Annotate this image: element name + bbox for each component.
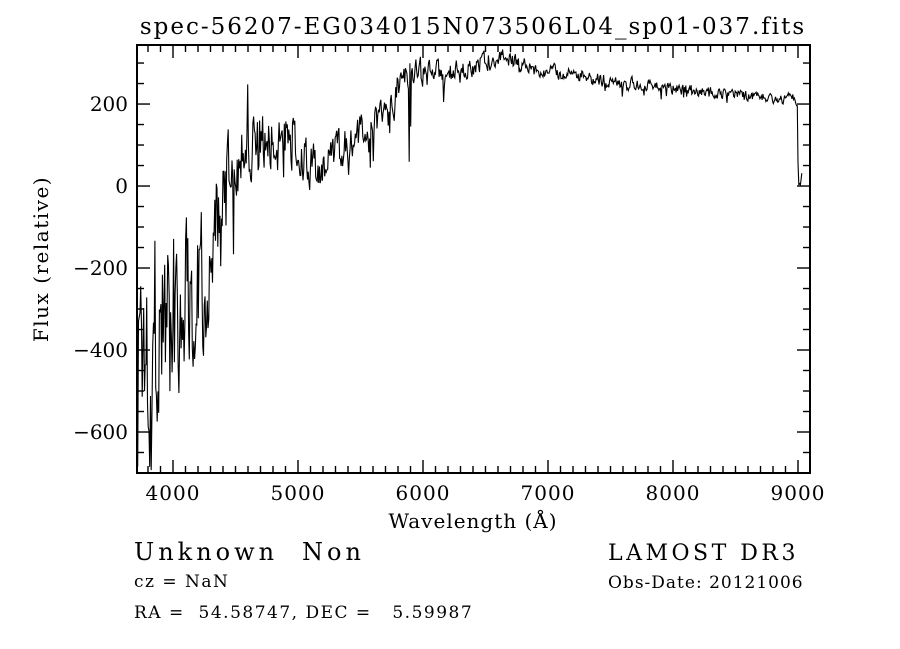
ra-dec-value: RA = 54.58747, DEC = 5.59987 bbox=[134, 603, 474, 623]
x-tick-label: 9000 bbox=[771, 481, 826, 505]
obs-date-value: Obs-Date: 20121006 bbox=[608, 573, 804, 593]
y-tick-label: −400 bbox=[73, 338, 128, 362]
y-tick-label: 200 bbox=[90, 92, 128, 116]
x-tick-label: 5000 bbox=[271, 481, 326, 505]
cz-value: cz = NaN bbox=[134, 572, 230, 592]
survey-release-label: LAMOST DR3 bbox=[608, 541, 799, 566]
y-tick-label: 0 bbox=[115, 174, 128, 198]
chart-title: spec-56207-EG034015N073506L04_sp01-037.f… bbox=[139, 14, 807, 40]
x-tick-label: 7000 bbox=[521, 481, 576, 505]
spectrum-line bbox=[136, 49, 803, 471]
x-tick-label: 6000 bbox=[396, 481, 451, 505]
object-subclass-label: Non bbox=[302, 538, 365, 566]
y-tick-label: −600 bbox=[73, 420, 128, 444]
x-tick-label: 4000 bbox=[146, 481, 201, 505]
x-axis-label: Wavelength (Å) bbox=[388, 509, 558, 533]
object-class-label: Unknown bbox=[134, 538, 279, 566]
x-tick-label: 8000 bbox=[646, 481, 701, 505]
y-tick-label: −200 bbox=[73, 256, 128, 280]
plot-frame bbox=[136, 44, 811, 474]
